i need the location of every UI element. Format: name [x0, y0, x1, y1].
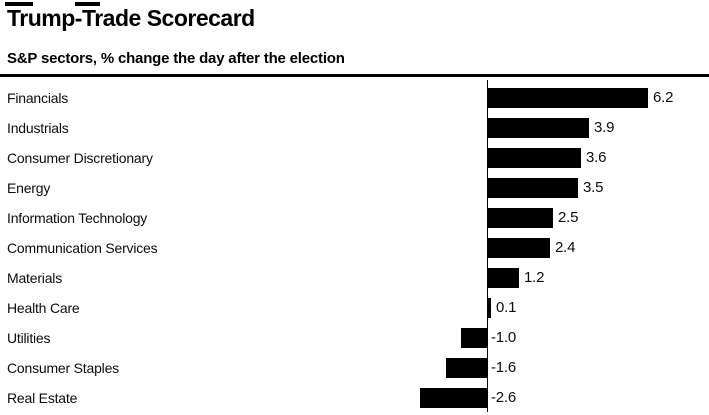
bar [488, 88, 648, 108]
bar [420, 388, 487, 408]
value-label: 0.1 [496, 299, 517, 316]
category-label: Materials [7, 270, 62, 286]
category-label: Financials [7, 90, 69, 106]
chart-row: Energy 3.5 [0, 173, 709, 203]
category-label: Industrials [7, 120, 69, 136]
bar [488, 208, 553, 228]
bar [461, 328, 487, 348]
category-label: Consumer Discretionary [7, 150, 153, 166]
chart-row: Utilities -1.0 [0, 323, 709, 353]
value-label: -1.6 [491, 359, 517, 376]
chart-row: Consumer Discretionary 3.6 [0, 143, 709, 173]
category-label: Information Technology [7, 210, 148, 226]
bar [488, 178, 578, 198]
bar [488, 238, 550, 258]
cropped-text-artifact [75, 2, 100, 6]
bar-plot: Financials 6.2 Industrials 3.9 Consumer Disc… [0, 80, 709, 415]
chart-row: Real Estate -2.6 [0, 383, 709, 413]
chart-row: Health Care 0.1 [0, 293, 709, 323]
value-label: 3.5 [583, 179, 604, 196]
chart-row: Communication Services 2.4 [0, 233, 709, 263]
value-label: 1.2 [524, 269, 545, 286]
value-label: -2.6 [491, 389, 517, 406]
bar [488, 298, 491, 318]
bar [446, 358, 487, 378]
category-label: Real Estate [7, 390, 78, 406]
bar [488, 268, 519, 288]
bar [488, 148, 581, 168]
category-label: Communication Services [7, 240, 158, 256]
value-label: 2.5 [558, 209, 579, 226]
cropped-text-artifact [5, 2, 33, 6]
chart-row: Consumer Staples -1.6 [0, 353, 709, 383]
category-label: Consumer Staples [7, 360, 119, 376]
value-label: 2.4 [555, 239, 576, 256]
value-label: 3.9 [594, 119, 615, 136]
chart-row: Financials 6.2 [0, 83, 709, 113]
bar [488, 118, 589, 138]
zero-axis-line [487, 80, 488, 412]
chart-row: Information Technology 2.5 [0, 203, 709, 233]
value-label: -1.0 [491, 329, 517, 346]
category-label: Health Care [7, 300, 80, 316]
chart-row: Industrials 3.9 [0, 113, 709, 143]
category-label: Energy [7, 180, 51, 196]
category-label: Utilities [7, 330, 51, 346]
chart-title: Trump-Trade Scorecard [7, 5, 255, 31]
value-label: 3.6 [586, 149, 607, 166]
value-label: 6.2 [653, 89, 674, 106]
chart-subtitle: S&P sectors, % change the day after the … [7, 50, 345, 67]
chart-row: Materials 1.2 [0, 263, 709, 293]
header-rule [0, 74, 709, 77]
